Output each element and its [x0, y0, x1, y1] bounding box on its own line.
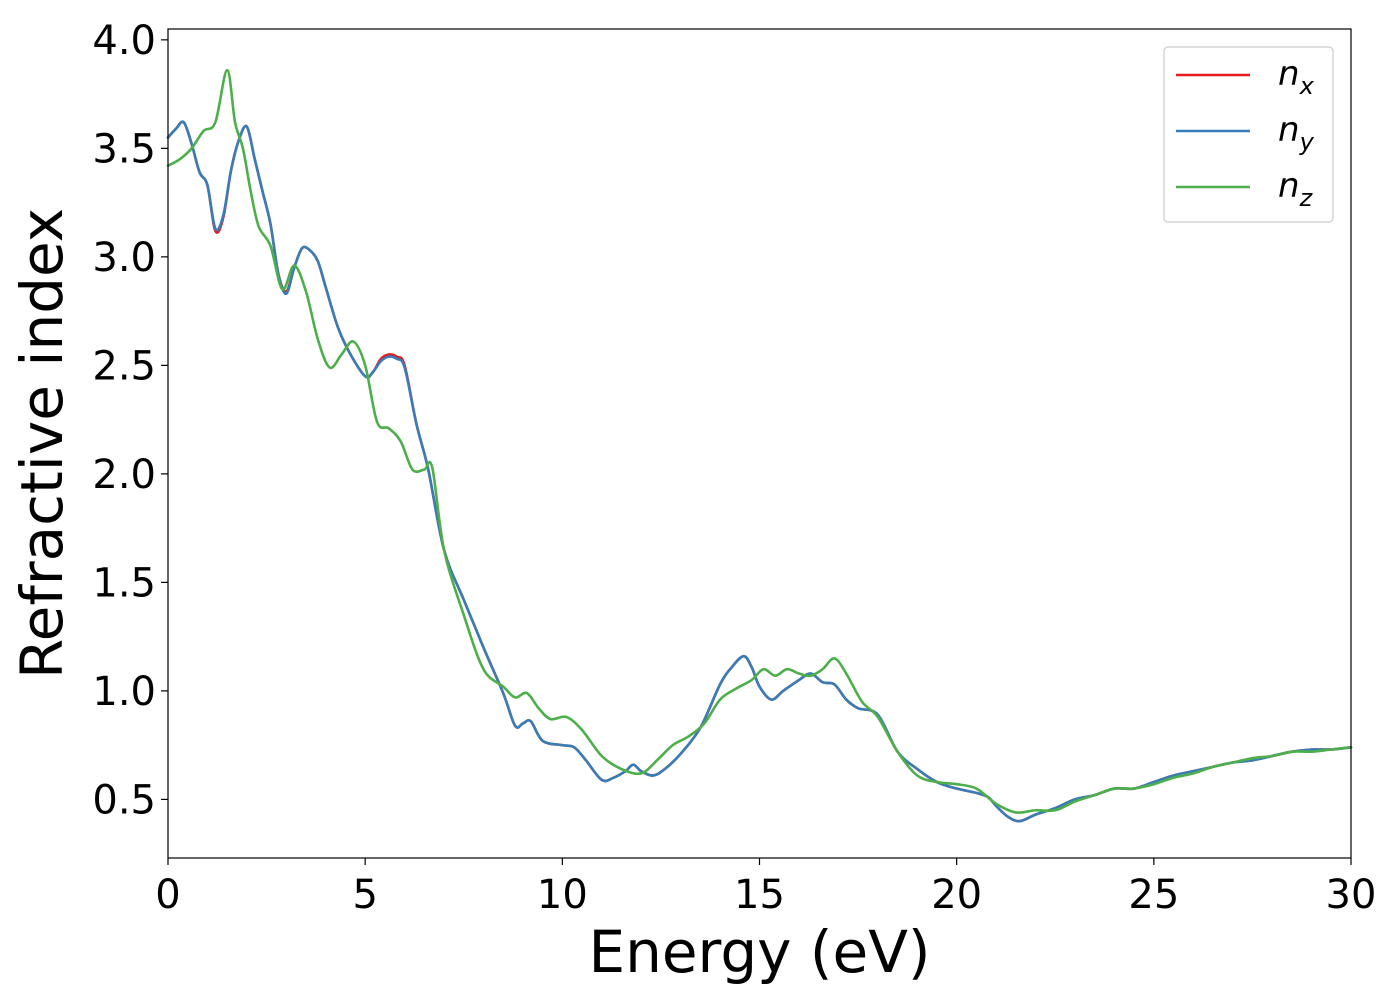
series-line-z — [166, 68, 1353, 814]
y-tick-label: 0.5 — [92, 777, 156, 823]
legend-label-base: n — [1278, 110, 1300, 150]
legend-label-x: nx — [1278, 54, 1315, 100]
x-axis: 0 5 10 15 20 25 30 — [155, 858, 1376, 918]
y-tick-label: 2.0 — [92, 452, 156, 498]
y-tick-label: 3.5 — [92, 126, 156, 172]
y-tick-label: 3.0 — [92, 235, 156, 281]
y-tick-label: 1.5 — [92, 560, 156, 606]
y-axis-title: Refractive index — [8, 208, 76, 679]
x-tick-label: 0 — [155, 872, 180, 918]
legend-label-base: n — [1278, 54, 1300, 94]
y-axis: 0.5 1.0 1.5 2.0 2.5 3.0 3.5 4.0 — [92, 18, 168, 823]
x-tick-label: 10 — [537, 872, 588, 918]
x-tick-label: 25 — [1128, 872, 1179, 918]
x-axis-title: Energy (eV) — [588, 918, 930, 986]
legend-label-base: n — [1278, 166, 1300, 206]
y-tick-label: 1.0 — [92, 669, 156, 715]
x-tick-label: 15 — [734, 872, 785, 918]
x-tick-label: 30 — [1326, 872, 1377, 918]
x-tick-label: 20 — [931, 872, 982, 918]
x-tick-label: 5 — [352, 872, 377, 918]
legend-label-z: nz — [1278, 166, 1314, 212]
series-line-y — [166, 120, 1353, 823]
series-layer — [166, 68, 1353, 823]
legend-label-subscript: y — [1299, 128, 1315, 156]
y-tick-label: 2.5 — [92, 343, 156, 389]
legend-box — [1163, 46, 1334, 223]
y-tick-label: 4.0 — [92, 18, 156, 64]
legend-label-subscript: x — [1299, 72, 1315, 100]
legend-label-y: ny — [1278, 110, 1315, 156]
legend-label-subscript: z — [1299, 184, 1314, 212]
